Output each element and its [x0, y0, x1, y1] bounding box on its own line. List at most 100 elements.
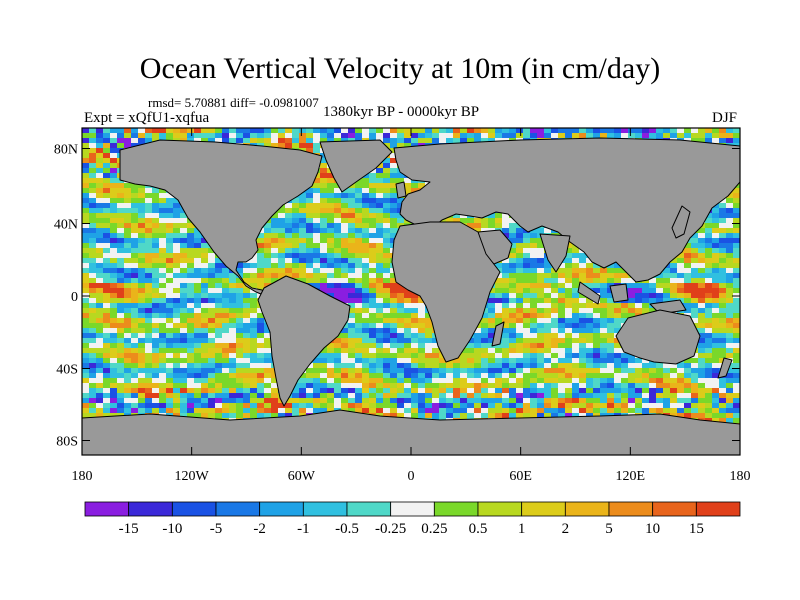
field-cell [334, 283, 342, 289]
field-cell [264, 253, 272, 259]
field-cell [663, 368, 671, 374]
field-cell [320, 268, 328, 274]
field-cell [733, 323, 740, 329]
field-cell [96, 278, 104, 284]
field-cell [138, 388, 146, 394]
field-cell [544, 288, 552, 294]
field-cell [166, 388, 174, 394]
field-cell [495, 363, 503, 369]
field-cell [698, 328, 706, 334]
field-cell [299, 193, 307, 199]
field-cell [355, 358, 363, 364]
field-cell [187, 383, 195, 389]
field-cell [579, 263, 587, 269]
field-cell [96, 268, 104, 274]
field-cell [362, 368, 370, 374]
field-cell [236, 353, 244, 359]
field-cell [733, 218, 740, 224]
field-cell [278, 223, 286, 229]
field-cell [509, 283, 517, 289]
field-cell [96, 223, 104, 229]
field-cell [488, 373, 496, 379]
field-cell [537, 358, 545, 364]
field-cell [411, 138, 419, 144]
field-cell [341, 253, 349, 259]
field-cell [418, 343, 426, 349]
field-cell [411, 313, 419, 319]
field-cell [670, 278, 678, 284]
field-cell [236, 363, 244, 369]
field-cell [257, 243, 265, 249]
field-cell [257, 133, 265, 139]
field-cell [201, 343, 209, 349]
field-cell [215, 348, 223, 354]
field-cell [243, 373, 251, 379]
field-cell [299, 263, 307, 269]
field-cell [474, 378, 482, 384]
field-cell [145, 333, 153, 339]
field-cell [96, 218, 104, 224]
field-cell [327, 373, 335, 379]
field-cell [565, 363, 573, 369]
field-cell [397, 333, 405, 339]
field-cell [607, 308, 615, 314]
field-cell [152, 258, 160, 264]
field-cell [285, 133, 293, 139]
field-cell [194, 138, 202, 144]
field-cell [712, 388, 720, 394]
field-cell [355, 338, 363, 344]
field-cell [481, 313, 489, 319]
field-cell [117, 278, 125, 284]
field-cell [96, 133, 104, 139]
field-cell [390, 153, 398, 159]
field-cell [334, 233, 342, 239]
field-cell [117, 283, 125, 289]
field-cell [285, 203, 293, 209]
field-cell [96, 153, 104, 159]
field-cell [362, 263, 370, 269]
field-cell [194, 293, 202, 299]
field-cell [362, 343, 370, 349]
field-cell [502, 308, 510, 314]
field-cell [187, 288, 195, 294]
field-cell [89, 323, 97, 329]
field-cell [236, 288, 244, 294]
field-cell [166, 193, 174, 199]
field-cell [537, 228, 545, 234]
field-cell [684, 273, 692, 279]
field-cell [446, 363, 454, 369]
field-cell [712, 353, 720, 359]
field-cell [264, 273, 272, 279]
field-cell [82, 343, 90, 349]
field-cell [733, 283, 740, 289]
field-cell [82, 228, 90, 234]
field-cell [348, 183, 356, 189]
field-cell [369, 268, 377, 274]
field-cell [299, 373, 307, 379]
field-cell [320, 138, 328, 144]
field-cell [383, 178, 391, 184]
field-cell [376, 378, 384, 384]
field-cell [145, 358, 153, 364]
field-cell [215, 293, 223, 299]
field-cell [376, 293, 384, 299]
field-cell [131, 223, 139, 229]
field-cell [397, 328, 405, 334]
field-cell [334, 338, 342, 344]
field-cell [222, 303, 230, 309]
field-cell [558, 323, 566, 329]
field-cell [677, 128, 685, 134]
field-cell [649, 378, 657, 384]
field-cell [299, 138, 307, 144]
field-cell [96, 353, 104, 359]
field-cell [348, 358, 356, 364]
field-cell [348, 198, 356, 204]
field-cell [481, 133, 489, 139]
field-cell [705, 383, 713, 389]
field-cell [82, 238, 90, 244]
field-cell [166, 273, 174, 279]
field-cell [726, 133, 734, 139]
field-cell [523, 308, 531, 314]
field-cell [299, 213, 307, 219]
field-cell [89, 193, 97, 199]
